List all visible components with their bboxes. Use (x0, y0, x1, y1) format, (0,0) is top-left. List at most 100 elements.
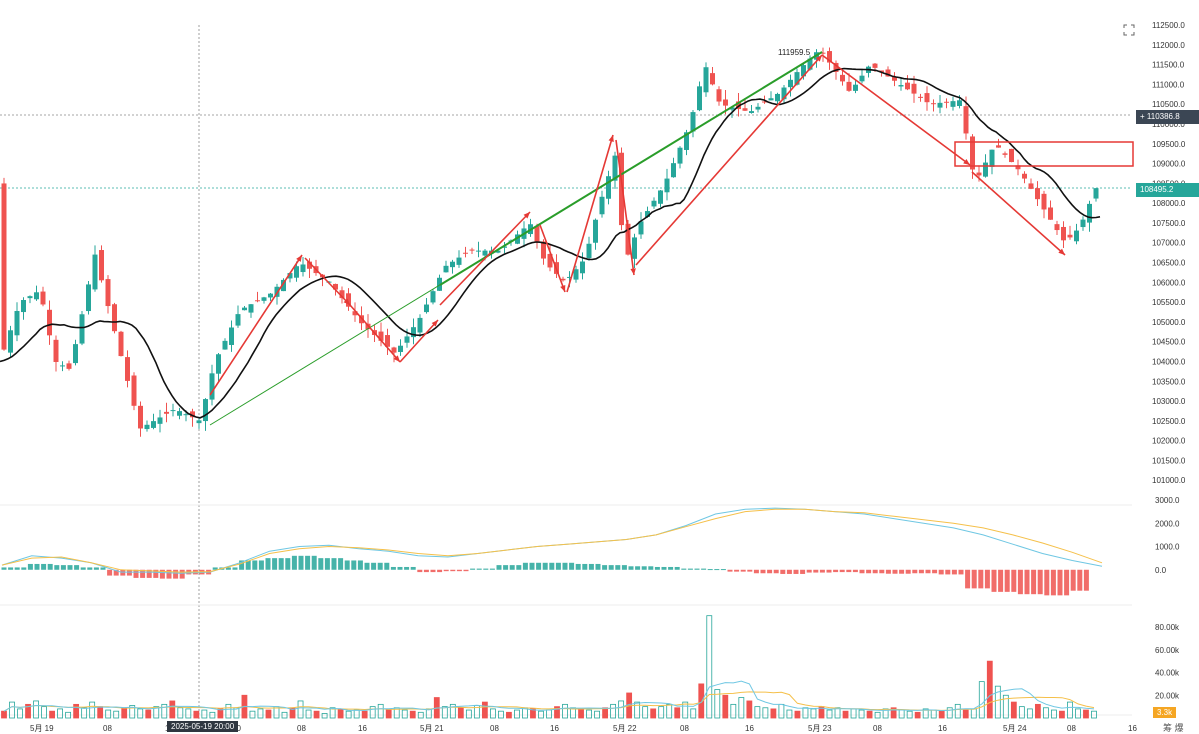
volume-bar (706, 615, 713, 719)
volume-bar (401, 709, 408, 719)
candle-body (261, 297, 267, 301)
price-tick-label: 101500.0 (1152, 456, 1186, 465)
price-tick-label: 110500.0 (1152, 100, 1185, 109)
price-tick-label: 112000.0 (1152, 41, 1185, 50)
time-tick-label: 08 (103, 724, 112, 733)
macd-bar (1050, 569, 1056, 596)
candle-body (879, 70, 884, 73)
volume-bar (305, 709, 312, 719)
candle-body (333, 283, 338, 290)
volume-bar (481, 701, 488, 719)
price-tick-label: 102500.0 (1152, 417, 1186, 426)
price-marker-value: 110386.8 (1146, 112, 1180, 121)
macd-bar (1031, 569, 1037, 595)
candle-body (1022, 173, 1027, 179)
candle-body (515, 234, 520, 244)
time-tick-label: 08 (490, 724, 499, 733)
candle-body (131, 375, 137, 406)
footer-glyphs[interactable]: 筹 爆 (1163, 723, 1184, 733)
volume-bar (538, 710, 544, 719)
macd-bar (470, 568, 476, 570)
volume-badge: 3.3k (1153, 707, 1177, 718)
price-tick-label: 110000.0 (1152, 120, 1185, 129)
candle-body (638, 221, 644, 235)
volume-tick-label: 40.00k (1155, 669, 1180, 678)
candle-body (1080, 219, 1086, 228)
candle-body (1054, 224, 1060, 231)
candle-body (859, 75, 865, 82)
macd-bar (885, 569, 891, 574)
macd-bar (536, 562, 542, 570)
volume-bar (778, 703, 785, 719)
macd-bar (562, 562, 568, 570)
volume-bar (810, 708, 817, 719)
macd-tick-label: 1000.0 (1155, 543, 1180, 552)
macd-bar (549, 562, 555, 570)
macd-bar (1017, 569, 1023, 595)
candle-body (905, 82, 910, 90)
macd-bar (503, 565, 509, 570)
volume-bar (834, 707, 841, 719)
macd-bar (945, 569, 951, 575)
candle-body (983, 162, 988, 177)
volume-bar (1091, 710, 1097, 719)
arrow-head (1058, 248, 1065, 255)
candle-body (541, 241, 546, 259)
volume-bar (201, 709, 208, 719)
candle-body (398, 345, 403, 352)
candle-body (1087, 203, 1092, 223)
candle-body (671, 163, 676, 178)
macd-dea-line (1, 508, 1103, 573)
candle-body (944, 101, 949, 103)
volume-bar (217, 708, 224, 719)
candle-body (92, 254, 98, 290)
candle-body (716, 89, 722, 102)
volume-bar (554, 706, 560, 719)
macd-bar (846, 569, 852, 573)
arrow-head (296, 255, 302, 262)
volume-bar (377, 703, 384, 719)
price-tick-label: 101000.0 (1152, 476, 1186, 485)
macd-bar (899, 569, 905, 574)
candle-body (242, 307, 247, 311)
candle-body (138, 405, 143, 429)
candle-body (21, 300, 26, 313)
candle-body (378, 331, 384, 341)
expand-icon[interactable] (1123, 24, 1135, 36)
macd-bar (41, 563, 47, 570)
macd-bar (800, 569, 806, 574)
price-marker[interactable]: + 110386.8 (1136, 110, 1199, 124)
candle-body (911, 83, 917, 94)
price-tick-label: 109000.0 (1152, 160, 1186, 169)
volume-bars (1, 615, 1097, 719)
candle-body (151, 421, 156, 428)
macd-bar (978, 569, 984, 589)
macd-bar (1044, 569, 1050, 596)
volume-bar (994, 685, 1001, 719)
swing-arrow (539, 224, 566, 293)
volume-bar (281, 711, 288, 719)
macd-bar (635, 566, 641, 570)
macd-axis: 3000.0 2000.0 1000.0 0.0 (1155, 496, 1180, 575)
swing-arrow (209, 254, 303, 396)
plus-icon[interactable]: + (1140, 112, 1147, 121)
price-tick-label: 107500.0 (1152, 219, 1186, 228)
volume-bar (690, 708, 697, 719)
candle-body (833, 62, 839, 72)
volume-bar (546, 709, 552, 719)
candle-body (775, 93, 780, 102)
candle-body (105, 279, 111, 307)
macd-bar (595, 563, 601, 570)
macd-bar (430, 569, 436, 573)
time-tick-label: 16 (1128, 724, 1137, 733)
candle-body (697, 86, 702, 111)
price-tick-label: 102000.0 (1152, 437, 1186, 446)
candle-body (931, 103, 936, 105)
candle-body (112, 304, 117, 332)
macd-bar (496, 565, 502, 570)
candle-body (443, 265, 449, 273)
candle-body (294, 266, 299, 278)
candle-body (820, 52, 826, 54)
